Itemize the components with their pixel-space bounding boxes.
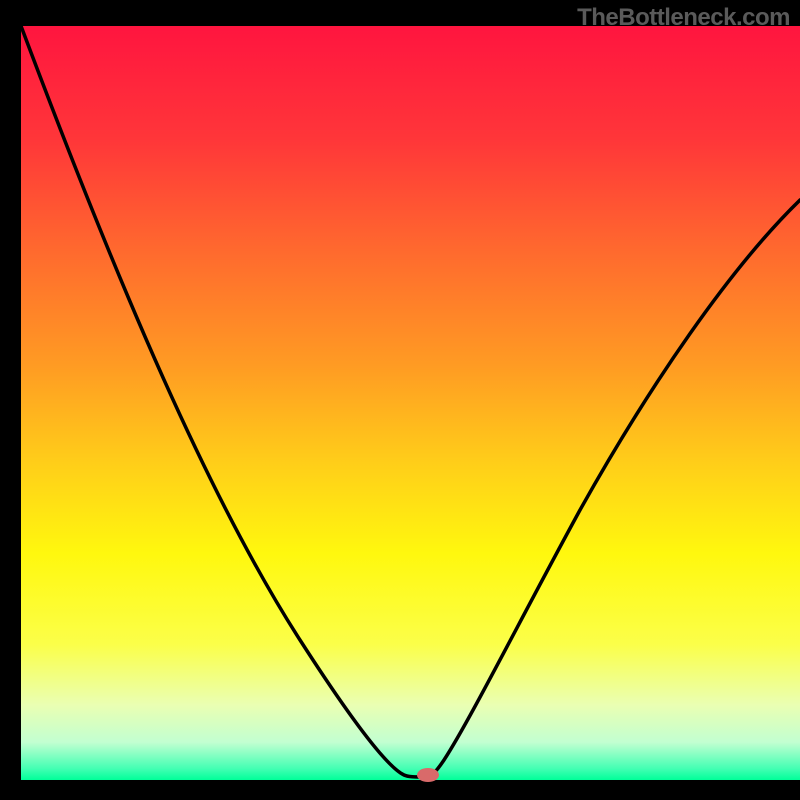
- chart-container: TheBottleneck.com: [0, 0, 800, 800]
- gradient-valley-chart: [0, 0, 800, 800]
- watermark-text: TheBottleneck.com: [577, 4, 790, 32]
- plot-background: [21, 26, 800, 780]
- bottleneck-marker: [417, 768, 439, 782]
